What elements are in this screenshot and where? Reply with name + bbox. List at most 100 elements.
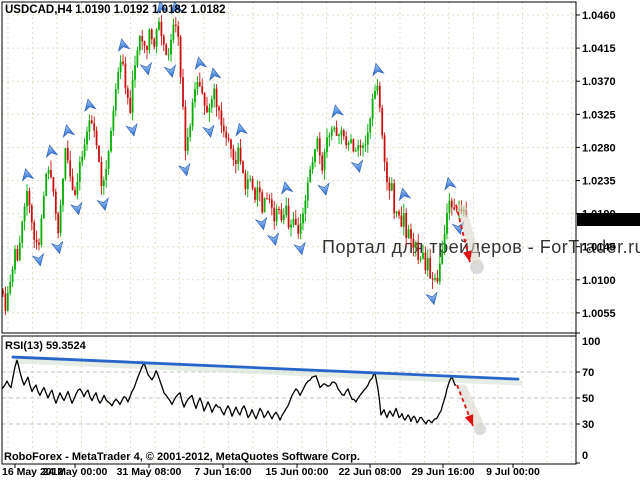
candle [105, 168, 108, 181]
fractal-down-icon [31, 252, 45, 267]
rsi-tick-label: 0 [582, 450, 588, 462]
candle [280, 209, 283, 221]
candle [342, 130, 345, 137]
candle [14, 248, 16, 270]
candle [40, 218, 43, 245]
fractal-down-icon [266, 232, 280, 246]
axis-labels: 1.0460 1.0415 1.0370 1.0325 1.0280 1.0235 1.01… [2, 10, 616, 478]
candle [311, 162, 314, 170]
rsi-tick-label: 70 [582, 367, 594, 379]
fractal-up-icon [117, 38, 131, 53]
candle [69, 160, 72, 177]
candle [234, 159, 237, 164]
candle [304, 200, 307, 214]
candle [400, 215, 403, 227]
price-tick-label: 1.0325 [582, 109, 616, 121]
candle [359, 145, 362, 148]
candle [299, 223, 302, 234]
candle [354, 150, 357, 152]
fractal-up-icon [21, 168, 35, 182]
candle [201, 86, 204, 93]
fractal-up-icon [194, 56, 208, 71]
candle [412, 238, 415, 248]
candle [83, 144, 86, 157]
chart-title: USDCAD,H4 1.0190 1.0192 1.0182 1.0182 [5, 4, 226, 16]
candle [429, 258, 432, 279]
candle [57, 213, 60, 233]
candle [196, 82, 199, 89]
rsi-indicator [1, 355, 523, 425]
candle [170, 39, 172, 55]
candle [21, 221, 24, 243]
fractal-down-icon [425, 291, 438, 306]
time-tick-label: 15 Jun 00:00 [265, 466, 328, 478]
candle [263, 198, 266, 213]
fractal-down-icon [139, 61, 153, 76]
candle [45, 173, 48, 196]
price-tick-label: 1.0280 [582, 142, 616, 154]
candle [230, 139, 232, 149]
candle [208, 107, 211, 113]
candle [309, 169, 312, 183]
candle [227, 137, 230, 140]
candle [18, 242, 21, 261]
rsi-trendline [11, 355, 520, 381]
price-tick-label: 1.0055 [582, 308, 616, 320]
price-tick-label: 1.0415 [582, 43, 616, 55]
candle [407, 229, 410, 238]
fractal-down-icon [96, 197, 109, 211]
forecast-arrowhead [464, 414, 474, 426]
candle [66, 147, 69, 161]
candle [369, 118, 372, 133]
candle [424, 252, 427, 271]
fractal-up-icon [170, 1, 184, 15]
candle [220, 110, 223, 126]
candle [81, 156, 84, 163]
candle [314, 149, 316, 163]
candle [335, 127, 338, 136]
panel-frames [1, 1, 577, 465]
candle [126, 88, 129, 98]
candle [191, 102, 194, 127]
candle [74, 190, 76, 195]
candle [225, 131, 228, 138]
rsi-line [1, 359, 457, 425]
candle [124, 63, 127, 89]
candle [362, 145, 364, 148]
current-price-value: 1.0182 [580, 215, 614, 227]
candle [100, 161, 103, 186]
arrow-shadow [458, 384, 484, 429]
candle [258, 187, 261, 193]
candle [158, 21, 160, 30]
fractal-up-icon [156, 0, 169, 15]
candle [275, 208, 278, 222]
candle [390, 183, 393, 191]
candle [167, 54, 170, 56]
candle [422, 252, 424, 259]
time-tick-label: 9 Jul 00:00 [486, 466, 540, 478]
fractal-up-icon [444, 176, 457, 191]
fractal-down-icon [202, 124, 215, 138]
candle [177, 25, 180, 37]
candle [270, 199, 273, 208]
candle [119, 61, 122, 73]
candle [340, 130, 343, 135]
candle [33, 222, 36, 240]
candle [186, 136, 189, 151]
candle [98, 145, 100, 162]
candle [426, 258, 429, 271]
trendline-shadow [13, 358, 523, 386]
candle [244, 173, 247, 190]
candle [50, 170, 52, 178]
candle [292, 218, 295, 225]
price-tick-label: 1.0145 [582, 242, 616, 254]
candle [28, 191, 31, 206]
candle [306, 182, 309, 201]
candle [333, 127, 336, 130]
fractal-down-icon [125, 122, 138, 137]
candle [278, 208, 280, 210]
candle [388, 182, 391, 191]
candle [47, 170, 50, 174]
candle [318, 138, 321, 156]
